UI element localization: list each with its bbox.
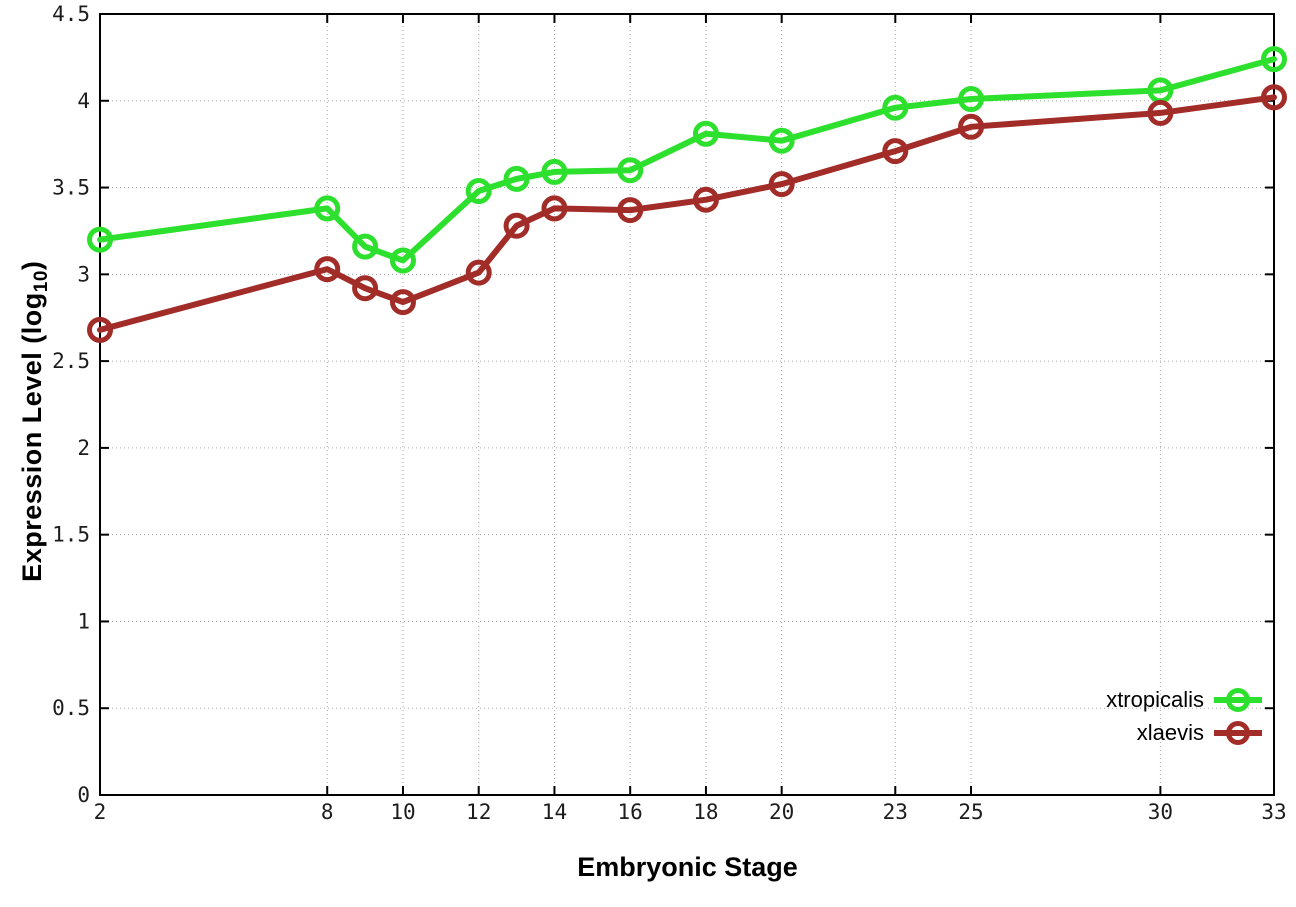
data-point-xtropicalis	[541, 158, 568, 185]
x-tick-label: 18	[693, 800, 718, 824]
data-point-xtropicalis	[882, 94, 909, 121]
data-point-xlaevis	[352, 275, 379, 302]
data-point-xtropicalis	[617, 157, 644, 184]
legend-marker-xlaevis	[1214, 720, 1262, 746]
data-point-xtropicalis	[87, 226, 113, 253]
x-tick-label: 20	[769, 800, 794, 824]
y-tick-label: 1.5	[52, 523, 90, 547]
x-axis-title: Embryonic Stage	[577, 852, 798, 882]
y-tick-label: 3.5	[52, 176, 90, 200]
data-point-xlaevis	[503, 212, 530, 239]
y-axis-title-subscript: 10	[31, 270, 53, 293]
data-point-xlaevis	[617, 197, 644, 224]
x-tick-label: 25	[958, 800, 983, 824]
data-point-xtropicalis	[352, 233, 379, 260]
data-point-xlaevis	[1147, 99, 1174, 126]
y-axis-title-close: )	[16, 260, 47, 271]
legend-point-sample	[1226, 687, 1250, 712]
x-tick-label: 12	[466, 800, 491, 824]
y-axis-title-text: Expression Level (log	[16, 292, 47, 582]
series-line-xlaevis	[97, 94, 1277, 333]
series-line-xtropicalis	[97, 56, 1277, 264]
y-axis-title: Expression Level (log10)	[17, 191, 53, 651]
x-tick-label: 8	[321, 800, 334, 824]
data-point-xtropicalis	[389, 247, 416, 274]
data-point-xlaevis	[768, 171, 795, 198]
legend-entry-xtropicalis: xtropicalis	[1106, 683, 1262, 716]
data-point-xlaevis	[1261, 84, 1287, 111]
data-point-xtropicalis	[465, 178, 492, 205]
data-point-xtropicalis	[503, 165, 530, 192]
y-tick-label: 0	[77, 783, 90, 807]
data-point-xlaevis	[314, 256, 341, 283]
legend-entry-xlaevis: xlaevis	[1106, 716, 1262, 749]
x-tick-label: 10	[390, 800, 415, 824]
x-tick-label: 2	[94, 800, 107, 824]
y-tick-label: 4	[77, 89, 90, 113]
y-tick-label: 4.5	[52, 2, 90, 26]
data-point-xlaevis	[465, 259, 492, 286]
y-tick-label: 3	[77, 262, 90, 286]
legend-label-xtropicalis: xtropicalis	[1106, 686, 1204, 712]
x-tick-label: 16	[618, 800, 643, 824]
data-point-xlaevis	[958, 113, 985, 140]
y-tick-label: 1	[77, 609, 90, 633]
y-tick-label: 0.5	[52, 696, 90, 720]
data-point-xlaevis	[692, 186, 719, 213]
data-point-xlaevis	[541, 195, 568, 222]
plot-border	[99, 13, 1275, 796]
data-point-xlaevis	[882, 138, 909, 165]
y-tick-label: 2.5	[52, 349, 90, 373]
data-point-xtropicalis	[958, 86, 985, 113]
x-tick-label: 30	[1148, 800, 1173, 824]
legend-point-sample	[1226, 720, 1250, 745]
data-point-xtropicalis	[1261, 46, 1287, 73]
data-point-xtropicalis	[768, 127, 795, 154]
y-tick-label: 2	[77, 436, 90, 460]
legend-label-xlaevis: xlaevis	[1136, 719, 1204, 745]
x-tick-label: 23	[883, 800, 908, 824]
legend: xtropicalis xlaevis	[1106, 683, 1262, 749]
x-tick-label: 33	[1261, 800, 1286, 824]
data-point-xlaevis	[389, 289, 416, 316]
data-point-xtropicalis	[692, 120, 719, 147]
x-tick-label: 14	[542, 800, 567, 824]
legend-marker-xtropicalis	[1214, 687, 1262, 713]
data-point-xtropicalis	[314, 195, 341, 222]
data-point-xlaevis	[87, 316, 113, 343]
